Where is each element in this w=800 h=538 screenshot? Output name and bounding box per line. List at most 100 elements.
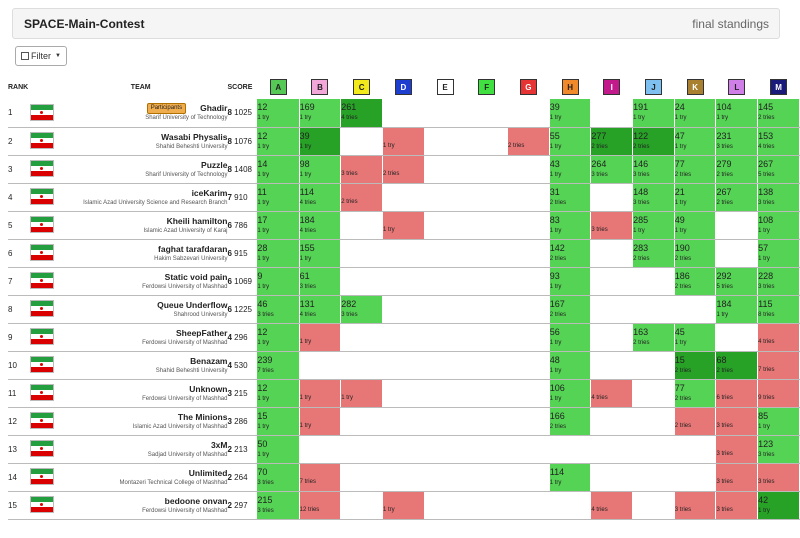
problem-cell-a[interactable]: 12 1 try (257, 379, 300, 408)
problem-cell-k[interactable]: 77 2 tries (674, 155, 717, 184)
problem-cell-h[interactable]: 142 2 tries (549, 239, 592, 268)
problem-cell-c[interactable]: 261 4 tries (340, 99, 383, 128)
problem-cell-k[interactable]: 3 tries (674, 491, 717, 520)
problem-cell-d[interactable]: 1 try (382, 127, 425, 156)
problem-cell-m[interactable]: 267 5 tries (757, 155, 800, 184)
problem-cell-k[interactable]: 15 2 tries (674, 351, 717, 380)
problem-cell-k[interactable]: 77 2 tries (674, 379, 717, 408)
problem-header-k[interactable]: K (674, 75, 716, 99)
problem-cell-m[interactable]: 3 tries (757, 463, 800, 492)
problem-cell-i[interactable]: 264 3 tries (590, 155, 634, 184)
problem-header-j[interactable]: J (633, 75, 675, 99)
problem-cell-c[interactable]: 2 tries (340, 183, 383, 212)
problem-header-d[interactable]: D (382, 75, 424, 99)
problem-cell-c[interactable]: 282 3 tries (340, 295, 383, 324)
problem-cell-j[interactable]: 146 3 tries (632, 155, 675, 184)
problem-cell-l[interactable]: 3 tries (715, 407, 759, 436)
problem-cell-k[interactable]: 190 2 tries (674, 239, 717, 268)
problem-cell-b[interactable]: 12 tries (299, 491, 342, 520)
problem-cell-b[interactable]: 131 4 tries (299, 295, 342, 324)
problem-cell-m[interactable]: 138 3 tries (757, 183, 800, 212)
problem-cell-c[interactable]: 3 tries (340, 155, 383, 184)
problem-cell-l[interactable]: 104 1 try (715, 99, 759, 128)
team-row[interactable]: 11 Unknown Ferdowsi University of Mashhad 3… (8, 379, 800, 408)
problem-cell-j[interactable]: 148 3 tries (632, 183, 675, 212)
problem-header-b[interactable]: B (299, 75, 341, 99)
problem-cell-i[interactable]: 4 tries (590, 379, 634, 408)
problem-cell-j[interactable]: 283 2 tries (632, 239, 675, 268)
problem-cell-h[interactable]: 93 1 try (549, 267, 592, 296)
problem-header-g[interactable]: G (508, 75, 550, 99)
team-row[interactable]: 4 iceKarim Islamic Azad University Science… (8, 183, 800, 212)
problem-cell-j[interactable]: 285 1 try (632, 211, 675, 240)
team-row[interactable]: 5 Kheili hamilton Islamic Azad University … (8, 211, 800, 240)
problem-cell-d[interactable]: 1 try (382, 211, 425, 240)
problem-cell-m[interactable]: 42 1 try (757, 491, 800, 520)
team-row[interactable]: 14 Unlimited Montazeri Technical College o… (8, 463, 800, 492)
problem-header-l[interactable]: L (716, 75, 758, 99)
problem-cell-m[interactable]: 108 1 try (757, 211, 800, 240)
problem-cell-a[interactable]: 50 1 try (257, 435, 300, 464)
problem-cell-k[interactable]: 45 1 try (674, 323, 717, 352)
problem-cell-l[interactable]: 292 5 tries (715, 267, 759, 296)
problem-cell-h[interactable]: 56 1 try (549, 323, 592, 352)
problem-cell-l[interactable]: 184 1 try (715, 295, 759, 324)
problem-header-f[interactable]: F (466, 75, 508, 99)
problem-cell-l[interactable]: 3 tries (715, 463, 759, 492)
problem-cell-m[interactable]: 57 1 try (757, 239, 800, 268)
problem-cell-a[interactable]: 11 1 try (257, 183, 300, 212)
problem-header-h[interactable]: H (549, 75, 591, 99)
problem-cell-a[interactable]: 46 3 tries (257, 295, 300, 324)
problem-cell-b[interactable]: 155 1 try (299, 239, 342, 268)
problem-cell-b[interactable]: 7 tries (299, 463, 342, 492)
problem-cell-a[interactable]: 12 1 try (257, 323, 300, 352)
problem-cell-m[interactable]: 4 tries (757, 323, 800, 352)
problem-header-i[interactable]: I (591, 75, 633, 99)
problem-header-c[interactable]: C (341, 75, 383, 99)
problem-cell-m[interactable]: 7 tries (757, 351, 800, 380)
problem-cell-b[interactable]: 184 4 tries (299, 211, 342, 240)
problem-cell-m[interactable]: 153 4 tries (757, 127, 800, 156)
problem-cell-a[interactable]: 12 1 try (257, 127, 300, 156)
problem-cell-b[interactable]: 39 1 try (299, 127, 342, 156)
problem-cell-j[interactable]: 163 2 tries (632, 323, 675, 352)
filter-button[interactable]: Filter ▼ (15, 46, 67, 66)
problem-cell-b[interactable]: 1 try (299, 407, 342, 436)
problem-header-m[interactable]: M (758, 75, 800, 99)
problem-cell-i[interactable]: 4 tries (590, 491, 634, 520)
problem-cell-i[interactable]: 3 tries (590, 211, 634, 240)
team-row[interactable]: 12 The Minions Islamic Azad University of … (8, 407, 800, 436)
problem-cell-h[interactable]: 48 1 try (549, 351, 592, 380)
problem-cell-h[interactable]: 43 1 try (549, 155, 592, 184)
problem-cell-d[interactable]: 1 try (382, 491, 425, 520)
problem-cell-a[interactable]: 215 3 tries (257, 491, 300, 520)
problem-cell-l[interactable]: 68 2 tries (715, 351, 759, 380)
problem-cell-h[interactable]: 83 1 try (549, 211, 592, 240)
problem-cell-a[interactable]: 9 1 try (257, 267, 300, 296)
team-row[interactable]: 15 bedoone onvan Ferdowsi University of Ma… (8, 491, 800, 520)
problem-cell-h[interactable]: 39 1 try (549, 99, 592, 128)
problem-cell-b[interactable]: 98 1 try (299, 155, 342, 184)
problem-cell-a[interactable]: 17 1 try (257, 211, 300, 240)
problem-cell-k[interactable]: 2 tries (674, 407, 717, 436)
problem-cell-a[interactable]: 12 1 try (257, 99, 300, 128)
problem-cell-i[interactable]: 277 2 tries (590, 127, 634, 156)
problem-cell-b[interactable]: 114 4 tries (299, 183, 342, 212)
problem-cell-k[interactable]: 47 1 try (674, 127, 717, 156)
problem-cell-a[interactable]: 239 7 tries (257, 351, 300, 380)
problem-cell-k[interactable]: 49 1 try (674, 211, 717, 240)
problem-cell-h[interactable]: 114 1 try (549, 463, 592, 492)
team-row[interactable]: 8 Queue Underflow Shahrood University 6 122… (8, 295, 800, 324)
problem-cell-h[interactable]: 106 1 try (549, 379, 592, 408)
problem-cell-k[interactable]: 21 1 try (674, 183, 717, 212)
problem-cell-j[interactable]: 191 1 try (632, 99, 675, 128)
problem-cell-h[interactable]: 166 2 tries (549, 407, 592, 436)
team-row[interactable]: 3 Puzzle Sharif University of Technology 8 … (8, 155, 800, 184)
team-row[interactable]: 13 3xM Sadjad University of Mashhad 2 213 50… (8, 435, 800, 464)
problem-cell-m[interactable]: 115 8 tries (757, 295, 800, 324)
problem-cell-l[interactable]: 3 tries (715, 491, 759, 520)
problem-cell-a[interactable]: 15 1 try (257, 407, 300, 436)
problem-cell-c[interactable]: 1 try (340, 379, 383, 408)
problem-cell-a[interactable]: 70 3 tries (257, 463, 300, 492)
problem-cell-d[interactable]: 2 tries (382, 155, 425, 184)
